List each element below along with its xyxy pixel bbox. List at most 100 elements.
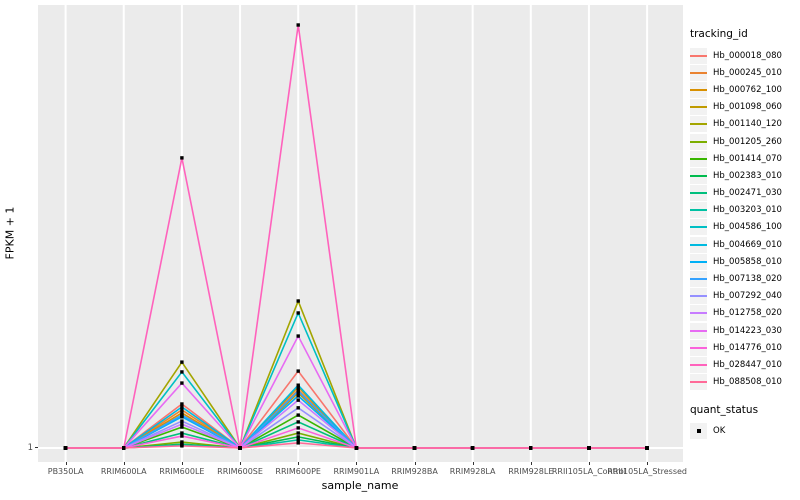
legend-label: Hb_014776_010 <box>713 342 782 353</box>
data-point <box>296 441 300 445</box>
data-point <box>180 415 184 419</box>
data-point <box>296 389 300 393</box>
data-point <box>296 383 300 387</box>
data-point <box>180 444 184 448</box>
legend-key-icon <box>690 305 707 322</box>
data-point <box>296 398 300 402</box>
legend-key-icon <box>690 236 707 253</box>
legend-item-Hb_004586_100: Hb_004586_100 <box>690 219 800 236</box>
legend-label: Hb_002471_030 <box>713 188 782 199</box>
x-tick-mark <box>588 462 590 465</box>
data-point <box>296 334 300 338</box>
legend-label: Hb_014223_030 <box>713 325 782 336</box>
x-tick-mark <box>647 462 649 465</box>
legend-line-swatch <box>690 312 707 315</box>
legend-key-icon <box>690 253 707 270</box>
legend-item-Hb_001205_260: Hb_001205_260 <box>690 133 800 150</box>
data-point <box>296 391 300 395</box>
x-tick-mark <box>123 462 125 465</box>
legend-item-Hb_005858_010: Hb_005858_010 <box>690 253 800 270</box>
data-point <box>296 413 300 417</box>
x-tick-mark <box>65 462 67 465</box>
legend: tracking_id Hb_000018_080 Hb_000245_010 Hb… <box>690 28 800 440</box>
data-point <box>180 408 184 412</box>
legend-quant-items: OK <box>690 423 800 440</box>
legend-label: Hb_000762_100 <box>713 84 782 95</box>
x-tick-label-RRIM901LA: RRIM901LA <box>333 467 380 476</box>
legend-key-icon <box>690 116 707 133</box>
data-point <box>180 360 184 364</box>
data-point <box>180 419 184 423</box>
plot-panel <box>38 5 683 462</box>
legend-line-swatch <box>690 260 707 263</box>
y-tick-mark <box>34 447 38 448</box>
legend-key-icon <box>690 423 707 440</box>
data-point <box>180 411 184 415</box>
legend-line-swatch <box>690 346 707 349</box>
legend-key-icon <box>690 150 707 167</box>
x-tick-mark <box>298 462 300 465</box>
data-point <box>296 406 300 410</box>
legend-tracking-items: Hb_000018_080 Hb_000245_010 Hb_000762_100 H… <box>690 47 800 391</box>
legend-item-Hb_001140_120: Hb_001140_120 <box>690 116 800 133</box>
data-point <box>180 434 184 438</box>
legend-line-swatch <box>690 123 707 126</box>
legend-key-icon <box>690 167 707 184</box>
data-point <box>180 431 184 435</box>
x-tick-label-RRIM600LE: RRIM600LE <box>159 467 205 476</box>
legend-line-swatch <box>690 192 707 195</box>
data-point <box>180 425 184 429</box>
legend-label: Hb_002383_010 <box>713 170 782 181</box>
legend-key-icon <box>690 99 707 116</box>
legend-label: Hb_012758_020 <box>713 308 782 319</box>
legend-label: Hb_004586_100 <box>713 222 782 233</box>
x-tick-label-RRIM600SE: RRIM600SE <box>217 467 263 476</box>
legend-key-icon <box>690 81 707 98</box>
legend-line-swatch <box>690 278 707 281</box>
legend-line-swatch <box>690 140 707 143</box>
data-point <box>296 431 300 435</box>
legend-label: Hb_088508_010 <box>713 377 782 388</box>
x-tick-mark <box>530 462 532 465</box>
legend-line-swatch <box>690 54 707 57</box>
legend-item-Hb_028447_010: Hb_028447_010 <box>690 356 800 373</box>
legend-item-Hb_003203_010: Hb_003203_010 <box>690 202 800 219</box>
legend-item-Hb_012758_020: Hb_012758_020 <box>690 305 800 322</box>
data-point <box>296 438 300 442</box>
data-point <box>238 446 242 450</box>
legend-label: Hb_005858_010 <box>713 256 782 267</box>
data-point <box>122 446 126 450</box>
x-tick-label-RRII105LA_Stressed: RRII105LA_Stressed <box>607 467 687 476</box>
legend-line-swatch <box>690 71 707 74</box>
data-point <box>296 385 300 389</box>
data-point <box>296 420 300 424</box>
data-point <box>180 440 184 444</box>
legend-key-icon <box>690 271 707 288</box>
legend-key-icon <box>690 202 707 219</box>
legend-label: Hb_001414_070 <box>713 153 782 164</box>
data-point <box>180 422 184 426</box>
data-point <box>296 23 300 27</box>
legend-label: Hb_003203_010 <box>713 205 782 216</box>
data-point <box>529 446 533 450</box>
y-tick-label: 1 <box>27 443 33 453</box>
x-tick-mark <box>356 462 358 465</box>
legend-item-Hb_014223_030: Hb_014223_030 <box>690 322 800 339</box>
data-point <box>180 156 184 160</box>
x-tick-mark <box>414 462 416 465</box>
data-point <box>587 446 591 450</box>
legend-point-swatch <box>696 429 701 434</box>
legend-line-swatch <box>690 329 707 332</box>
legend-title-quant-status: quant_status <box>690 403 759 416</box>
legend-item-Hb_007292_040: Hb_007292_040 <box>690 288 800 305</box>
legend-label: Hb_004669_010 <box>713 239 782 250</box>
data-point <box>63 446 68 450</box>
legend-item-Hb_088508_010: Hb_088508_010 <box>690 374 800 391</box>
x-tick-label-RRIM928LA: RRIM928LA <box>449 467 496 476</box>
legend-label: Hb_001205_260 <box>713 136 782 147</box>
legend-key-icon <box>690 219 707 236</box>
x-tick-label-RRIM928BA: RRIM928BA <box>391 467 438 476</box>
data-point <box>296 394 300 398</box>
legend-item-Hb_000245_010: Hb_000245_010 <box>690 64 800 81</box>
x-tick-mark <box>240 462 242 465</box>
